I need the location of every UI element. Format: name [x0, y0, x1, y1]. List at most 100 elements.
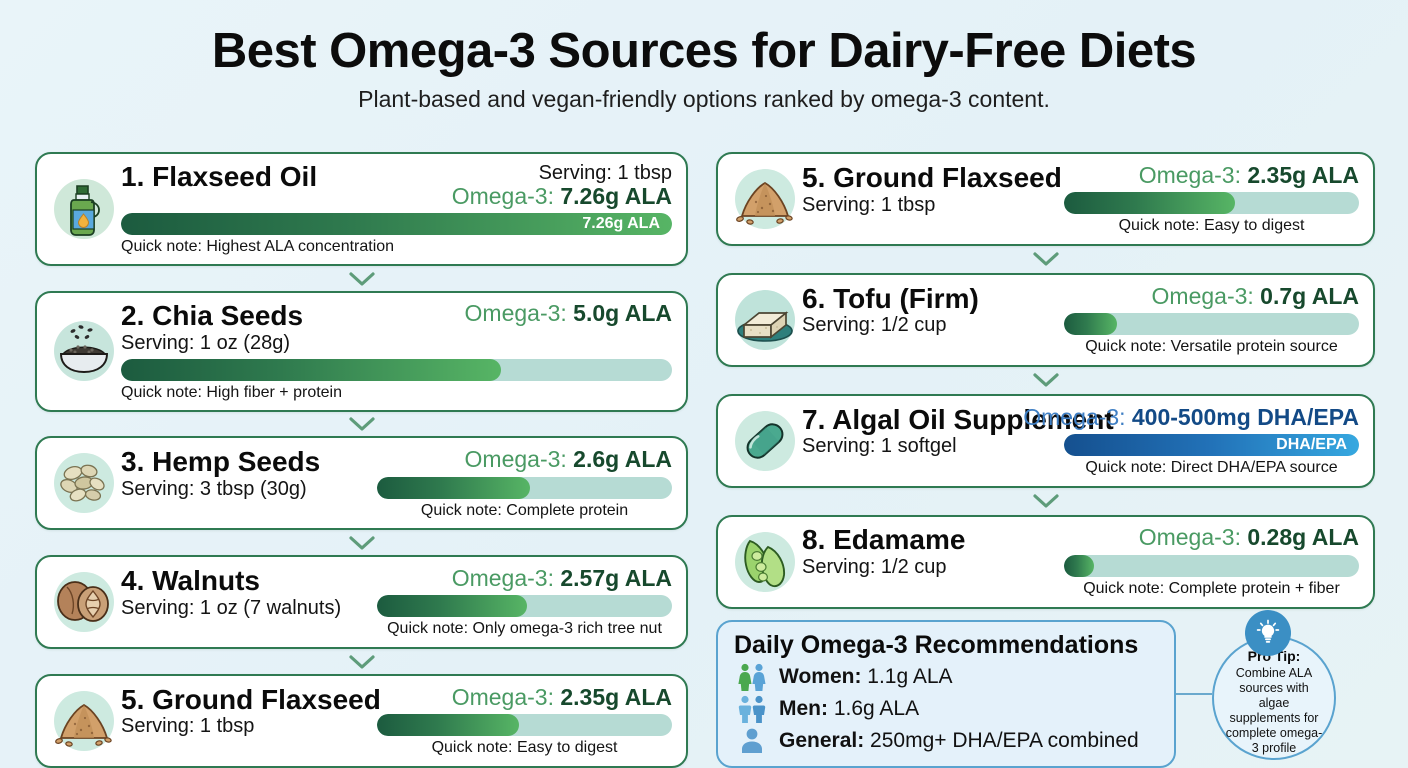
card-top-row: 3. Hemp Seeds Serving: 3 tbsp (30g) Omega-… [121, 447, 672, 519]
card-body: 5. Ground Flaxseed Serving: 1 tbsp Omega-3… [121, 683, 672, 757]
metric-block: Omega-3: 0.7g ALA Quick note: Versatile p… [1064, 282, 1359, 356]
food-name: 3. Hemp Seeds [121, 446, 321, 478]
omega-amount: 2.35g ALA [560, 683, 672, 710]
card-top-row: 4. Walnuts Serving: 1 oz (7 walnuts) Omega… [121, 565, 672, 638]
recommendation-row: General: 250mg+ DHA/EPA combined [734, 726, 1158, 756]
omega-progress-fill [1064, 312, 1118, 335]
omega-line: Omega-3: 7.26g ALA [451, 183, 672, 209]
omega-prefix: Omega-3: [464, 300, 567, 327]
quick-note: Quick note: Complete protein [420, 501, 629, 519]
bar-value-label: 7.26g ALA [582, 215, 660, 233]
omega-prefix: Omega-3: [1151, 282, 1254, 309]
quick-note: Quick note: Highest ALA concentration [121, 238, 395, 256]
food-name: 7. Algal Oil Supplement [802, 403, 1114, 435]
recommendation-label: Women: [779, 664, 862, 688]
hemp-seeds-icon [47, 446, 121, 520]
recommendation-value: 250mg+ DHA/EPA combined [870, 728, 1139, 752]
recommendation-text: Men: 1.6g ALA [779, 697, 919, 721]
card-connector [716, 490, 1375, 512]
source-card[interactable]: 8. Edamame Serving: 1/2 cup Omega-3: 0.28g… [716, 514, 1375, 609]
omega-progress-bar [1064, 554, 1359, 577]
omega-prefix: Omega-3: [464, 446, 567, 473]
recommendation-row: Women: 1.1g ALA [734, 662, 1158, 692]
source-card[interactable]: 7. Algal Oil Supplement Serving: 1 softge… [716, 393, 1375, 488]
serving-size: Serving: 1 tbsp [538, 162, 672, 184]
food-name: 2. Chia Seeds [121, 300, 304, 332]
omega-amount: 2.6g ALA [573, 446, 672, 473]
recommendation-text: Women: 1.1g ALA [779, 665, 953, 689]
omega-progress-fill [1064, 433, 1359, 456]
omega-bar-area: 7.26g ALA Quick note: Highest ALA concent… [121, 213, 672, 256]
name-block: 7. Algal Oil Supplement Serving: 1 softge… [802, 403, 1114, 459]
source-card[interactable]: 2. Chia Seeds Serving: 1 oz (28g) Omega-3:… [35, 291, 688, 412]
card-top-row: 5. Ground Flaxseed Serving: 1 tbsp Omega-3… [121, 683, 672, 757]
card-top-row: 2. Chia Seeds Serving: 1 oz (28g) Omega-3:… [121, 300, 672, 355]
omega-progress-bar [377, 476, 672, 499]
women-pair-icon [734, 662, 770, 692]
name-block: 6. Tofu (Firm) Serving: 1/2 cup [802, 284, 979, 338]
quick-note: Quick note: Complete protein + fiber [1083, 579, 1340, 597]
daily-recommendations-panel: Daily Omega-3 Recommendations Women: 1.1… [716, 619, 1176, 768]
page-title: Best Omega-3 Sources for Dairy-Free Diet… [211, 24, 1197, 78]
omega-progress-fill [121, 358, 502, 381]
card-top-row: 7. Algal Oil Supplement Serving: 1 softge… [802, 403, 1359, 477]
metric-block: Omega-3: 400-500mg DHA/EPA DHA/EPA Quick n… [1023, 404, 1359, 477]
cards-board: 1. Flaxseed Oil Serving: 1 tbsp Omega-3: 7… [0, 152, 1408, 768]
left-column: 1. Flaxseed Oil Serving: 1 tbsp Omega-3: 7… [35, 152, 688, 768]
panel-tip-connector [1176, 692, 1212, 695]
source-card[interactable]: 4. Walnuts Serving: 1 oz (7 walnuts) Omega… [35, 555, 688, 650]
omega-value: Omega-3: 2.6g ALA [377, 447, 672, 472]
omega-progress-bar [377, 714, 672, 737]
card-connector [716, 369, 1375, 391]
source-card[interactable]: 6. Tofu (Firm) Serving: 1/2 cup Omega-3: 0… [716, 272, 1375, 367]
right-column: 5. Ground Flaxseed Serving: 1 tbsp Omega-3… [716, 152, 1375, 768]
omega-prefix: Omega-3: [451, 683, 554, 710]
omega-progress-fill [1064, 554, 1094, 577]
flaxseed-oil-bottle-icon [47, 172, 121, 246]
omega-progress-fill [377, 476, 531, 499]
card-connector [716, 248, 1375, 270]
card-top-row: 6. Tofu (Firm) Serving: 1/2 cup Omega-3: 0… [802, 282, 1359, 356]
serving-size: Serving: 3 tbsp (30g) [121, 477, 307, 500]
food-name: 4. Walnuts [121, 565, 260, 597]
omega-amount: 2.57g ALA [560, 565, 672, 592]
card-connector [35, 532, 688, 554]
serving-size: Serving: 1 softgel [802, 435, 957, 458]
lightbulb-icon [1245, 609, 1291, 656]
recommendation-value: 1.1g ALA [867, 664, 953, 688]
bottom-section: Daily Omega-3 Recommendations Women: 1.1… [716, 609, 1375, 768]
omega-progress-bar [121, 358, 672, 381]
omega-amount: 0.7g ALA [1260, 282, 1359, 309]
omega-value: Omega-3: 400-500mg DHA/EPA [1023, 404, 1359, 430]
omega-value: Omega-3: 2.35g ALA [377, 683, 672, 710]
name-block: 5. Ground Flaxseed Serving: 1 tbsp [121, 685, 381, 739]
omega-progress-bar: 7.26g ALA [121, 213, 672, 236]
omega-progress-bar [1064, 312, 1359, 335]
omega-progress-fill [1064, 192, 1236, 215]
food-name: 8. Edamame [802, 524, 966, 556]
card-body: 4. Walnuts Serving: 1 oz (7 walnuts) Omega… [121, 565, 672, 638]
name-block: 4. Walnuts Serving: 1 oz (7 walnuts) [121, 566, 341, 620]
recommendation-row: Men: 1.6g ALA [734, 694, 1158, 724]
serving-size: Serving: 1 tbsp [802, 193, 936, 216]
source-card[interactable]: 1. Flaxseed Oil Serving: 1 tbsp Omega-3: 7… [35, 152, 688, 267]
omega-progress-bar [377, 595, 672, 618]
metric-block: Omega-3: 0.28g ALA Quick note: Complete p… [1064, 525, 1359, 597]
card-connector [35, 268, 688, 290]
metric-block: Omega-3: 2.6g ALA Quick note: Complete pr… [377, 447, 672, 519]
omega-prefix: Omega-3: [451, 183, 554, 209]
omega-value: Omega-3: 2.57g ALA [377, 565, 672, 592]
pro-tip: Pro Tip: Combine ALA sources with algae s… [1212, 609, 1344, 760]
card-body: 8. Edamame Serving: 1/2 cup Omega-3: 0.28g… [802, 525, 1359, 597]
person-icon [734, 726, 770, 756]
source-card[interactable]: 5. Ground Flaxseed Serving: 1 tbsp Omega-3… [716, 152, 1375, 246]
card-body: 6. Tofu (Firm) Serving: 1/2 cup Omega-3: 0… [802, 282, 1359, 356]
source-card[interactable]: 3. Hemp Seeds Serving: 3 tbsp (30g) Omega-… [35, 436, 688, 531]
food-name: 6. Tofu (Firm) [802, 282, 979, 314]
recommendations-title: Daily Omega-3 Recommendations [734, 630, 1139, 659]
omega-amount: 0.28g ALA [1247, 524, 1359, 551]
chia-seeds-bowl-icon [47, 314, 121, 388]
omega-amount: 7.26g ALA [560, 183, 672, 209]
source-card[interactable]: 5. Ground Flaxseed Serving: 1 tbsp Omega-3… [35, 673, 688, 768]
serving-size: Serving: 1 oz (28g) [121, 331, 290, 354]
